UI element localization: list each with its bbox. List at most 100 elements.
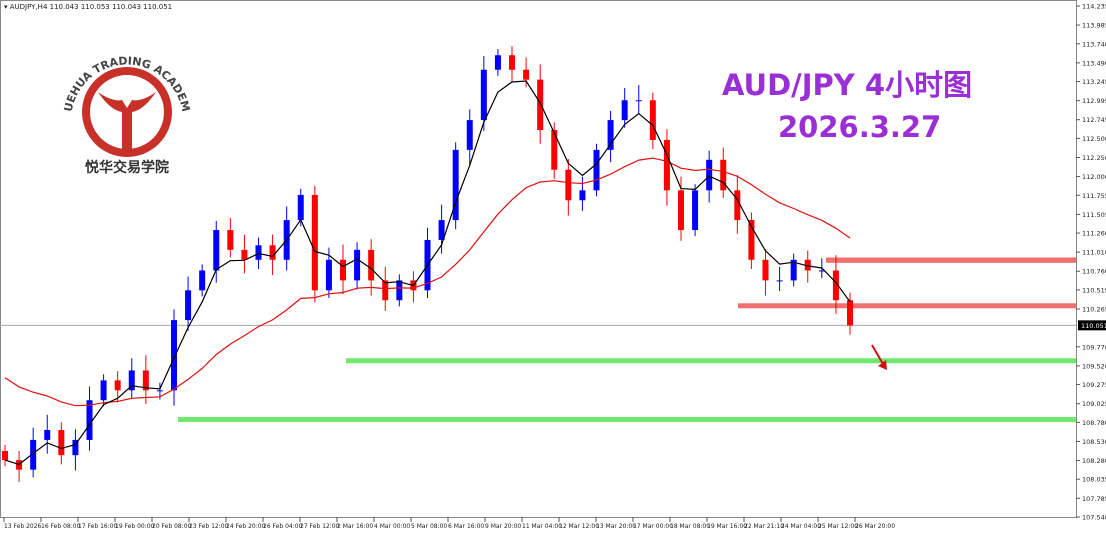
candle <box>199 270 206 291</box>
y-tick-label: 110.265 <box>1082 306 1106 314</box>
candle <box>142 370 149 391</box>
x-tick-label: 24 Mar 04:00 <box>781 523 821 530</box>
x-tick-label: 6 Mar 16:00 <box>448 523 484 530</box>
candle <box>269 245 276 260</box>
candle <box>494 55 501 70</box>
candle <box>396 280 403 301</box>
overlay-date: 2026.3.27 <box>778 110 942 144</box>
y-tick-label: 109.520 <box>1082 362 1106 370</box>
candle <box>706 159 713 191</box>
y-tick-label: 108.035 <box>1082 476 1106 484</box>
y-tick-label: 107.785 <box>1082 495 1106 503</box>
candle <box>30 439 37 470</box>
x-tick-label: 13 Mar 20:00 <box>596 523 636 530</box>
candle <box>114 380 121 391</box>
x-tick-label: 26 Feb 04:00 <box>263 523 303 530</box>
candle <box>227 230 234 250</box>
x-tick-label: 13 Feb 2026 <box>4 523 42 530</box>
x-tick-label: 4 Mar 00:00 <box>374 523 410 530</box>
candle <box>847 300 853 326</box>
candle <box>368 249 375 281</box>
y-tick-label: 113.245 <box>1082 78 1106 86</box>
x-tick-label: 17 Feb 16:00 <box>78 523 118 530</box>
candle <box>832 270 839 301</box>
y-tick-label: 112.995 <box>1082 97 1106 105</box>
candle <box>185 290 192 321</box>
current-price-label: 110.051 <box>1081 322 1106 330</box>
y-tick-label: 112.745 <box>1082 116 1106 124</box>
candle <box>593 149 600 191</box>
support-zone <box>346 358 1076 364</box>
ma-fast-line <box>4 80 851 466</box>
candle <box>621 100 628 121</box>
x-tick-label: 5 Mar 08:00 <box>411 523 447 530</box>
x-tick-label: 25 Mar 12:00 <box>818 523 858 530</box>
x-tick-label: 12 Mar 12:00 <box>559 523 599 530</box>
x-tick-label: 11 Mar 04:00 <box>522 523 562 530</box>
candle <box>255 245 262 260</box>
x-tick-label: 19 Feb 00:00 <box>115 523 155 530</box>
candle <box>171 320 177 391</box>
candle <box>156 390 163 392</box>
y-tick-label: 110.760 <box>1082 268 1106 276</box>
y-tick-label: 109.025 <box>1082 400 1106 408</box>
candle <box>44 429 51 440</box>
candle <box>748 220 755 260</box>
x-tick-label: 2 Mar 16:00 <box>337 523 373 530</box>
candle <box>297 194 304 221</box>
candle <box>762 259 769 281</box>
candle <box>635 100 642 102</box>
y-tick-label: 113.490 <box>1082 59 1106 67</box>
candle <box>720 159 727 191</box>
candle <box>58 429 65 456</box>
candle <box>509 55 515 70</box>
x-tick-label: 19 Mar 16:00 <box>707 523 747 530</box>
ohlc-readout: 110.043 110.053 110.043 110.051 <box>49 3 173 11</box>
x-tick-label: 27 Feb 12:00 <box>300 523 340 530</box>
candle <box>649 100 656 140</box>
ma-slow-line <box>4 157 851 407</box>
candle <box>734 190 741 221</box>
y-tick-label: 111.505 <box>1082 211 1106 219</box>
candle <box>311 194 318 291</box>
y-tick-label: 109.770 <box>1082 343 1106 351</box>
candle <box>382 280 389 301</box>
y-tick-label: 109.275 <box>1082 381 1106 389</box>
down-arrow-icon <box>871 344 887 370</box>
candle <box>128 370 135 391</box>
candle <box>579 190 586 201</box>
y-tick-label: 112.000 <box>1082 173 1106 181</box>
candle <box>692 190 699 231</box>
y-tick-label: 110.515 <box>1082 286 1106 294</box>
candle <box>607 120 614 150</box>
y-tick-label: 111.260 <box>1082 230 1106 238</box>
symbol-label: AUDJPY,H4 <box>9 3 48 11</box>
candle <box>551 130 558 170</box>
x-tick-label: 17 Mar 00:00 <box>633 523 673 530</box>
candle <box>325 259 332 291</box>
candle <box>818 270 825 272</box>
candle <box>72 439 79 456</box>
y-tick-label: 113.740 <box>1082 40 1106 48</box>
svg-text:悦华交易学院: 悦华交易学院 <box>85 159 169 176</box>
overlay-title: AUD/JPY 4小时图 <box>722 68 973 102</box>
candle <box>100 380 107 401</box>
candle <box>480 69 487 121</box>
y-tick-label: 108.780 <box>1082 419 1106 427</box>
resistance-zone <box>826 257 1076 263</box>
y-tick-label: 114.235 <box>1082 3 1106 11</box>
candle <box>2 450 8 461</box>
candle <box>241 249 248 260</box>
candle <box>340 259 346 281</box>
x-tick-label: 20 Feb 08:00 <box>152 523 192 530</box>
x-tick-label: 22 Mar 21:10 <box>744 523 784 530</box>
chart-header: ▾ AUDJPY,H4 110.043 110.053 110.043 110.… <box>4 3 173 11</box>
candle <box>213 230 220 271</box>
candle <box>354 249 361 281</box>
candle <box>663 139 670 191</box>
x-tick-label: 26 Mar 20:00 <box>855 523 895 530</box>
candle <box>523 69 530 80</box>
x-tick-label: 18 Mar 08:00 <box>670 523 710 530</box>
y-tick-label: 112.250 <box>1082 154 1106 162</box>
